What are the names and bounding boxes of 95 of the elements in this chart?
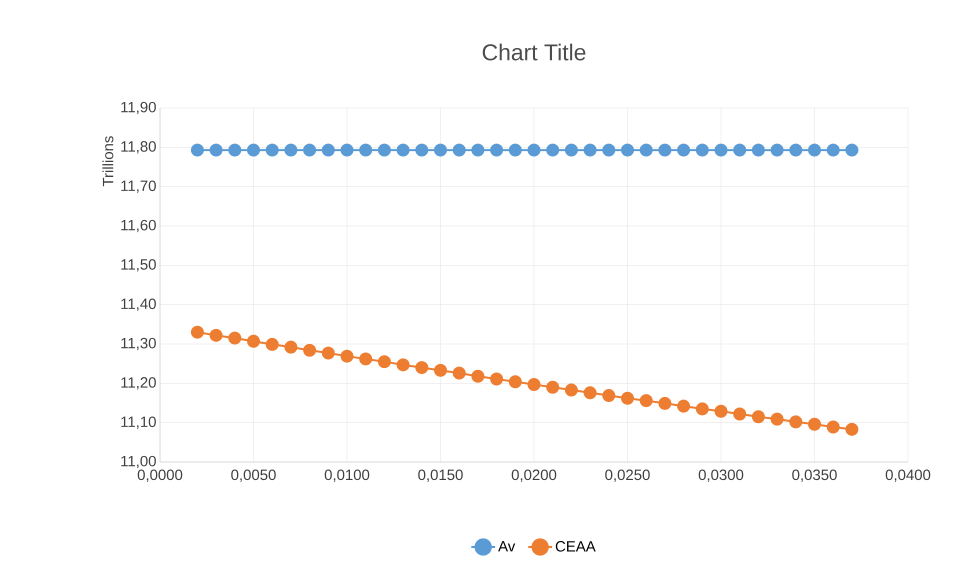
point	[808, 418, 821, 431]
point	[845, 422, 858, 436]
point	[602, 389, 616, 402]
point	[340, 144, 354, 157]
point	[228, 332, 242, 345]
point	[508, 375, 522, 388]
point	[508, 144, 522, 157]
point	[452, 366, 466, 380]
point	[322, 144, 335, 157]
point	[452, 144, 466, 157]
point	[434, 144, 447, 157]
point	[733, 144, 746, 157]
point	[714, 404, 728, 418]
y-tick-label: 11,70	[121, 180, 156, 193]
point	[396, 358, 410, 372]
point	[714, 144, 728, 157]
point	[434, 364, 447, 377]
point	[621, 144, 634, 157]
point	[808, 144, 821, 157]
point	[359, 352, 372, 366]
point	[490, 372, 504, 386]
point	[415, 144, 428, 157]
point	[826, 420, 840, 434]
point	[564, 384, 578, 396]
y-tick-label: 11,40	[121, 298, 156, 311]
point	[752, 410, 765, 424]
point	[677, 144, 690, 157]
point	[228, 144, 242, 157]
point	[247, 144, 260, 157]
y-tick-label: 11,90	[121, 102, 156, 114]
point	[845, 144, 858, 157]
point	[378, 144, 391, 157]
point	[528, 144, 540, 157]
y-tick-label: 11,10	[121, 416, 156, 429]
point	[564, 144, 578, 157]
point	[190, 144, 204, 157]
point	[770, 144, 784, 157]
point	[322, 346, 335, 360]
point	[546, 380, 560, 394]
point	[266, 338, 279, 351]
y-tick-label: 11,30	[121, 338, 156, 350]
point	[528, 378, 540, 391]
y-axis-title: Trillions	[102, 136, 114, 186]
point	[247, 334, 260, 348]
point	[770, 412, 784, 426]
point	[210, 144, 223, 157]
point	[658, 396, 672, 410]
point	[677, 400, 690, 413]
point	[471, 144, 484, 157]
y-tick-label: 11,80	[121, 141, 156, 154]
point	[303, 344, 316, 357]
chart-title: Chart Title	[482, 44, 586, 60]
point	[546, 144, 560, 157]
point	[733, 408, 746, 420]
point	[359, 144, 372, 157]
y-tick-label: 11,60	[121, 220, 156, 232]
point	[789, 144, 802, 157]
x-tick-label: 0,0300	[698, 470, 744, 482]
x-tick-label: 0,0150	[418, 470, 463, 482]
point	[789, 415, 802, 428]
point	[490, 144, 504, 157]
point	[190, 326, 204, 339]
x-tick-label: 0,0100	[324, 470, 370, 482]
point	[752, 144, 765, 157]
point	[284, 144, 298, 157]
x-tick-label: 0,0200	[512, 470, 556, 482]
point	[415, 361, 428, 374]
point	[826, 144, 840, 157]
point	[471, 370, 484, 383]
x-tick-label: 0,0000	[138, 470, 182, 482]
point	[210, 328, 223, 342]
point	[584, 144, 597, 157]
x-tick-label: 0,0350	[792, 470, 837, 482]
point	[396, 144, 410, 157]
point	[284, 340, 298, 354]
point	[696, 144, 709, 157]
y-tick-label: 11,00	[121, 456, 156, 468]
point	[340, 350, 354, 363]
point	[696, 402, 709, 416]
x-tick-label: 0,0250	[605, 470, 650, 482]
point	[640, 144, 653, 157]
point	[640, 394, 653, 408]
point	[621, 392, 634, 405]
x-tick-label: 0,0400	[886, 470, 930, 482]
point	[378, 355, 391, 368]
legend-label: Av	[498, 541, 516, 552]
y-tick-label: 11,20	[121, 377, 156, 390]
y-tick-label: 11,50	[121, 259, 156, 272]
x-tick-label: 0,0050	[231, 470, 276, 482]
point	[266, 144, 279, 157]
point	[303, 144, 316, 157]
point	[584, 386, 597, 400]
point	[658, 144, 672, 157]
legend-label: CEAA	[556, 541, 596, 552]
point	[602, 144, 616, 157]
